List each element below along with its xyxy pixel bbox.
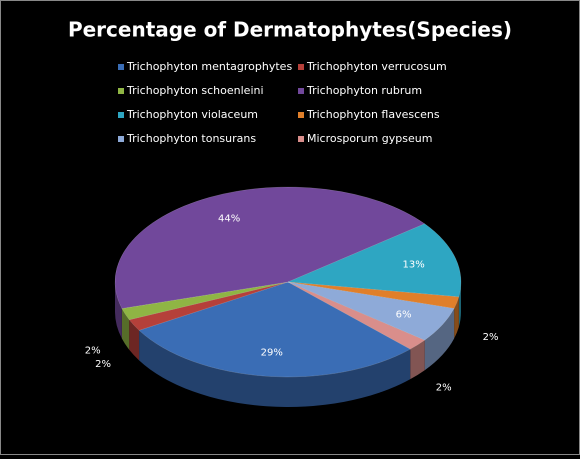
legend-label: Microsporum gypseum [307,132,432,145]
slice [287,223,462,298]
data-label: 6% [396,309,412,320]
data-label: 44% [218,214,240,225]
legend-swatch [118,112,124,118]
legend-swatch [298,112,304,118]
legend-label: Trichophyton tonsurans [126,132,256,145]
legend-swatch [118,64,124,70]
slice [287,281,460,309]
legend-label: Trichophyton verrucosum [306,60,447,73]
legend-swatch [298,136,304,142]
chart-title: Percentage of Dermatophytes(Species) [68,18,512,42]
slice-side [458,282,461,327]
slice-side [121,308,130,350]
data-label: 2% [95,359,111,370]
slice-side [454,296,459,339]
legend-label: Trichophyton violaceum [126,108,258,121]
slice [138,281,411,378]
legend-swatch [298,64,304,70]
legend-swatch [298,88,304,94]
slice-side [139,330,411,408]
legend-swatch [118,88,124,94]
data-label: 2% [85,346,101,357]
legend-swatch [118,136,124,142]
legend-label: Trichophyton mentagrophytes [126,60,292,73]
data-label: 13% [403,259,425,270]
slice [114,186,426,309]
slice [287,281,455,341]
data-label: 29% [261,348,283,359]
legend-label: Trichophyton flavescens [306,108,440,121]
slice [128,281,289,331]
slice-side [129,319,140,361]
legend-label: Trichophyton rubrum [306,84,422,97]
data-label: 2% [436,382,452,393]
slice [121,281,289,321]
legend-label: Trichophyton schoenleini [126,84,264,97]
slice-side [115,282,122,339]
data-label: 2% [483,332,499,343]
slice-side [424,308,455,371]
slice [287,281,426,350]
slice-side [410,340,425,380]
